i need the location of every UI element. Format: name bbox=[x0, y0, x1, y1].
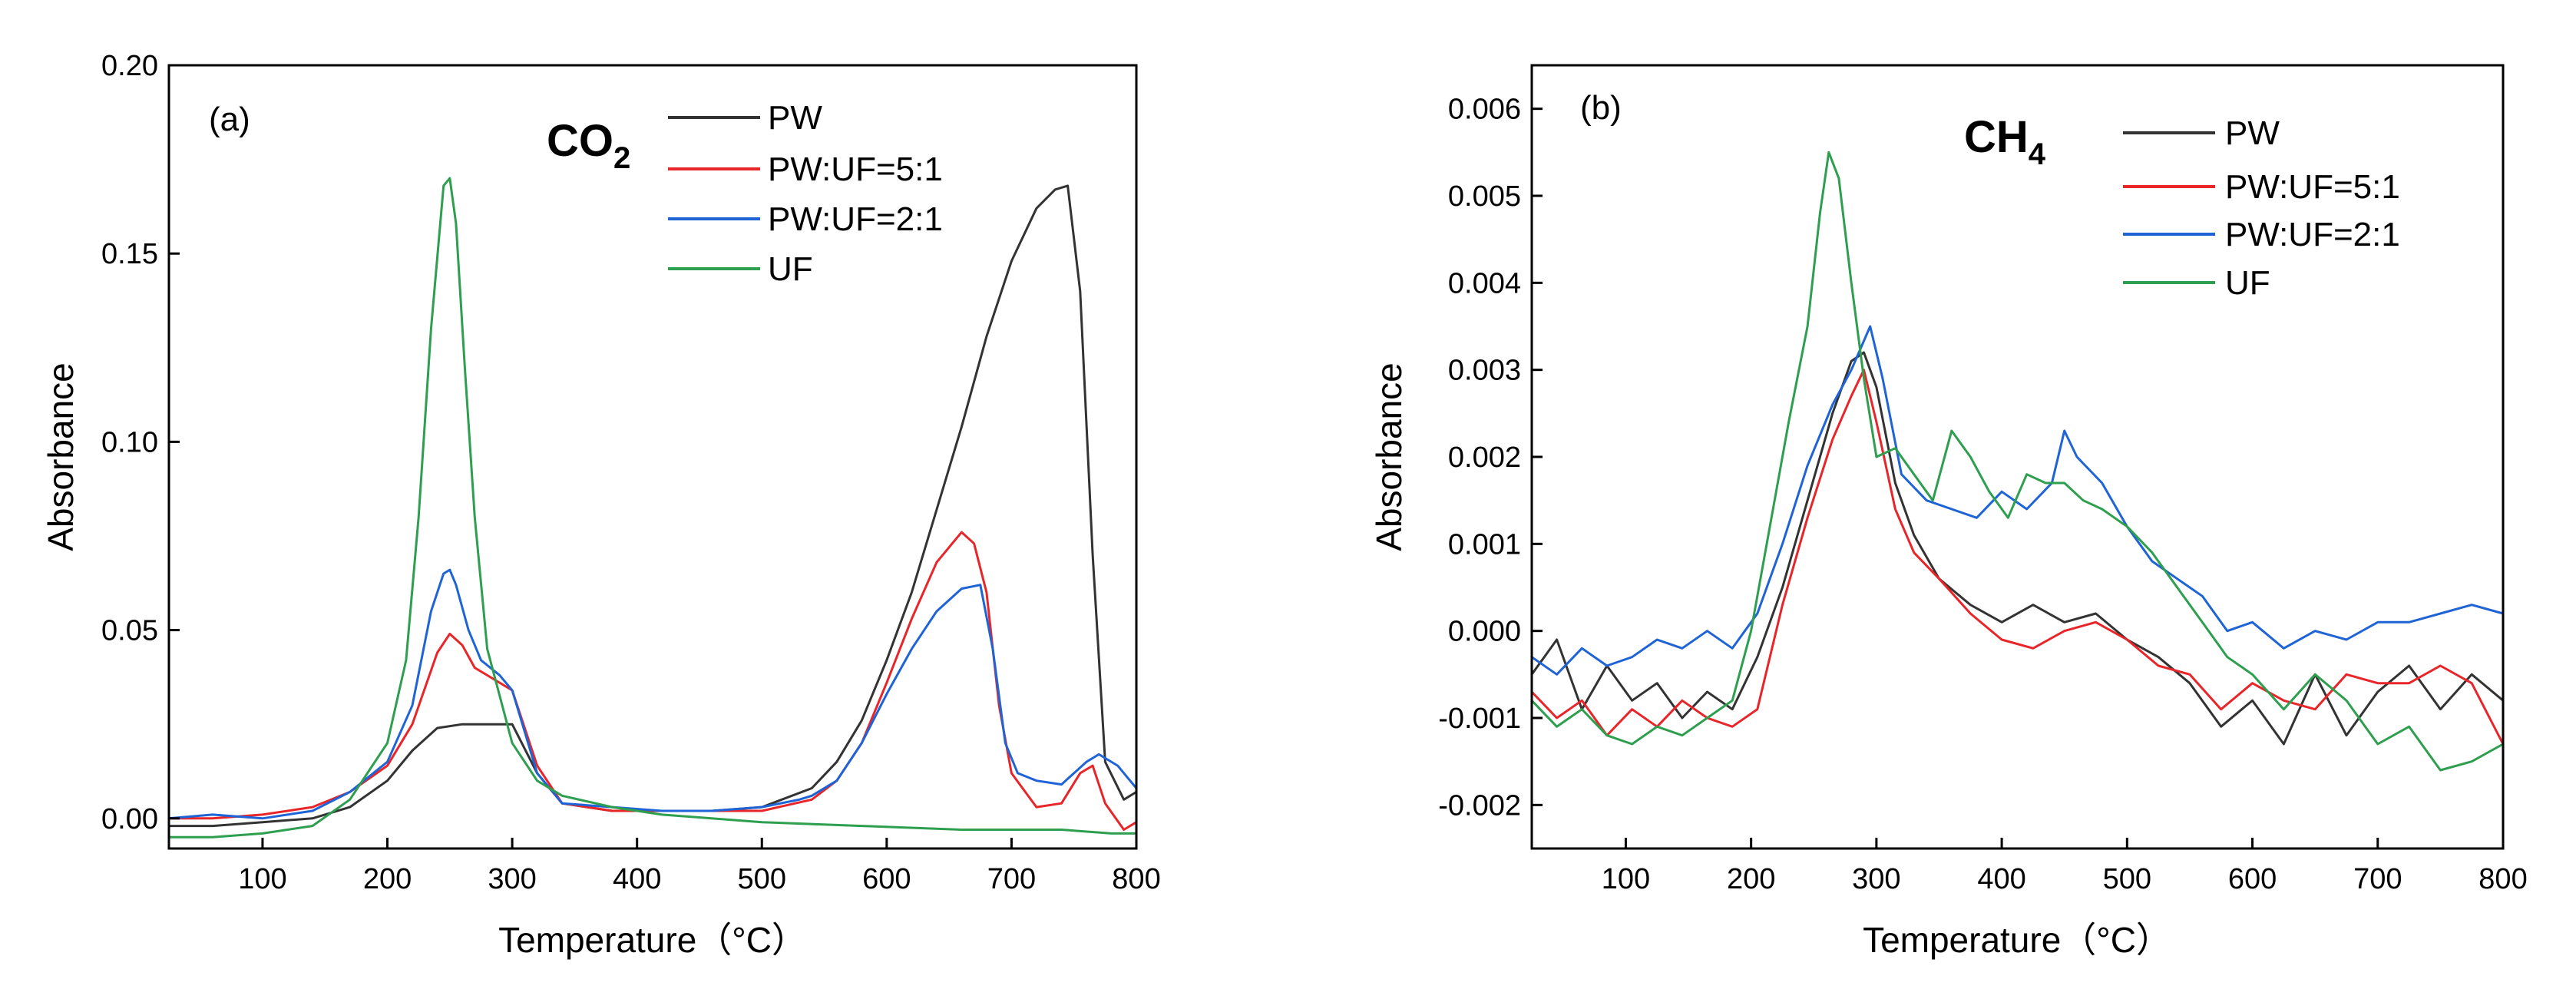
panel-label-b: (b) bbox=[1580, 89, 1622, 127]
y-tick-label-0-000-b: 0.000 bbox=[1448, 616, 1521, 648]
x-tick-label-700-b: 700 bbox=[2353, 863, 2402, 895]
series-line-pw-a bbox=[167, 184, 1138, 828]
x-tick-label-800-a: 800 bbox=[1112, 863, 1160, 895]
x-tick-label-500-b: 500 bbox=[2103, 863, 2151, 895]
x-tick-label-600-a: 600 bbox=[862, 863, 911, 895]
y-tick-label-0-00-a: 0.00 bbox=[101, 803, 158, 835]
y-tick-label-0-001-b: 0.001 bbox=[1448, 528, 1521, 561]
legend-b: PW PW:UF=5:1 PW:UF=2:1 UF bbox=[2123, 114, 2400, 302]
x-tick-label-200-a: 200 bbox=[363, 863, 412, 895]
x-tick-label-500-a: 500 bbox=[738, 863, 786, 895]
gas-label-co2-main: CO bbox=[547, 116, 613, 166]
legend-label-uf-b: UF bbox=[2225, 264, 2270, 302]
y-tick-label-0-20-a: 0.20 bbox=[101, 50, 158, 82]
plot-frame-a bbox=[167, 64, 1138, 850]
gas-label-ch4-subscript: 4 bbox=[2029, 137, 2046, 171]
y-tick-label-0-10-a: 0.10 bbox=[101, 426, 158, 458]
legend-label-pw-a: PW bbox=[768, 99, 822, 137]
y-tick-label-0-002-b: 0.002 bbox=[1448, 442, 1521, 474]
y-tick-label-0-006-b: 0.006 bbox=[1448, 94, 1521, 126]
series-line-uf-b bbox=[1530, 151, 2505, 772]
x-axis-label-b: Temperature（°C） bbox=[1863, 920, 2171, 960]
series-line-pw-uf-2-1-a bbox=[167, 568, 1138, 820]
y-axis-label-b: Absorbance bbox=[1369, 362, 1409, 551]
series-line-uf-a bbox=[167, 177, 1138, 839]
x-axis-label-a: Temperature（°C） bbox=[498, 920, 807, 960]
x-tick-label-300-a: 300 bbox=[488, 863, 536, 895]
y-axis-label-a: Absorbance bbox=[41, 362, 81, 551]
gas-label-ch4: CH4 bbox=[1964, 112, 2046, 171]
x-tick-label-800-b: 800 bbox=[2478, 863, 2527, 895]
panel-label-a: (a) bbox=[209, 101, 250, 138]
y-tick-label-0-004-b: 0.004 bbox=[1448, 267, 1521, 299]
y-tick-label-0-002-b: -0.002 bbox=[1438, 789, 1521, 822]
panel-a: 100 200 300 400 500 600 700 800 0.00 0.05 0.10 0.15… bbox=[41, 50, 1161, 960]
y-tick-label-0-15-a: 0.15 bbox=[101, 238, 158, 270]
panel-b: 100 200 300 400 500 600 700 800 -0.002 -0.001 0.00… bbox=[1369, 64, 2528, 960]
x-tick-label-300-b: 300 bbox=[1852, 863, 1900, 895]
series-line-pw-uf-5-1-b bbox=[1530, 369, 2505, 746]
legend-label-pw-uf-2-1-a: PW:UF=2:1 bbox=[768, 200, 943, 238]
x-tick-label-100-a: 100 bbox=[238, 863, 286, 895]
series-line-pw-uf-5-1-a bbox=[167, 531, 1138, 831]
x-tick-label-600-b: 600 bbox=[2228, 863, 2277, 895]
x-tick-label-700-a: 700 bbox=[987, 863, 1036, 895]
series-line-pw-b bbox=[1530, 351, 2505, 746]
y-tick-label-0-001-b: -0.001 bbox=[1438, 703, 1521, 735]
legend-a: PW PW:UF=5:1 PW:UF=2:1 UF bbox=[668, 99, 943, 288]
legend-label-pw-uf-5-1-a: PW:UF=5:1 bbox=[768, 151, 943, 188]
y-tick-label-0-003-b: 0.003 bbox=[1448, 355, 1521, 387]
gas-label-co2-subscript: 2 bbox=[613, 141, 630, 175]
gas-label-ch4-main: CH bbox=[1964, 112, 2029, 162]
legend-label-pw-b: PW bbox=[2225, 114, 2280, 152]
x-tick-label-200-b: 200 bbox=[1727, 863, 1775, 895]
x-tick-label-400-b: 400 bbox=[1977, 863, 2025, 895]
legend-label-uf-a: UF bbox=[768, 250, 813, 288]
series-line-pw-uf-2-1-b bbox=[1530, 325, 2505, 676]
legend-label-pw-uf-2-1-b: PW:UF=2:1 bbox=[2225, 216, 2400, 253]
y-tick-label-0-005-b: 0.005 bbox=[1448, 180, 1521, 213]
x-tick-label-100-b: 100 bbox=[1602, 863, 1650, 895]
x-tick-label-400-a: 400 bbox=[613, 863, 661, 895]
legend-label-pw-uf-5-1-b: PW:UF=5:1 bbox=[2225, 168, 2400, 206]
y-tick-label-0-05-a: 0.05 bbox=[101, 615, 158, 647]
gas-label-co2: CO2 bbox=[547, 116, 630, 175]
